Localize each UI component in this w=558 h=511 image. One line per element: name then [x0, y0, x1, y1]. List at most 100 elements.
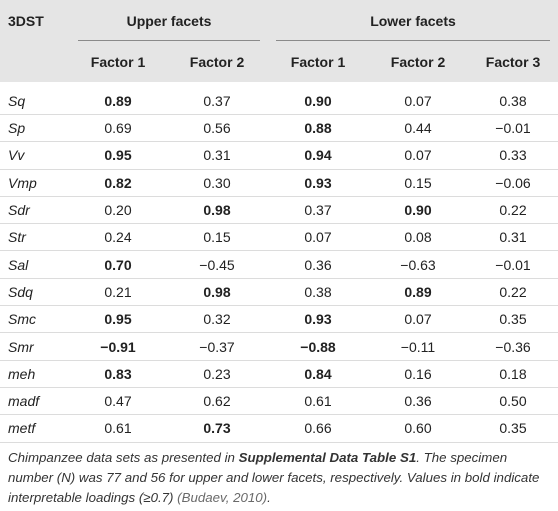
column-header: Factor 1	[90, 53, 146, 70]
table-cell: 0.84	[268, 360, 368, 388]
table-cell: −0.45	[166, 250, 268, 279]
table-cell: 0.44	[368, 114, 468, 143]
row-variable: madf	[0, 387, 70, 416]
table-cell: 0.62	[166, 387, 268, 416]
table-cell: 0.31	[468, 223, 558, 252]
table-cell: 0.95	[70, 305, 166, 334]
table-cell: 0.38	[468, 82, 558, 115]
table-cell: 0.73	[166, 414, 268, 443]
table-cell: 0.89	[368, 278, 468, 307]
table-cell: 0.36	[268, 250, 368, 279]
group-underline-lower	[276, 40, 550, 41]
table-cell: −0.11	[368, 332, 468, 361]
table-row: Sdr 0.20 0.98 0.37 0.90 0.22	[0, 196, 558, 225]
table-row: metf 0.61 0.73 0.66 0.60 0.35	[0, 414, 558, 443]
table-cell: −0.37	[166, 332, 268, 361]
row-variable: Sdr	[0, 196, 70, 225]
table-cell: 0.61	[70, 414, 166, 443]
table-cell: −0.01	[468, 114, 558, 143]
table-cell: 0.47	[70, 387, 166, 416]
table-cell: 0.83	[70, 360, 166, 388]
table-cell: 0.23	[166, 360, 268, 388]
table-cell: 0.37	[268, 196, 368, 225]
table-cell: 0.35	[468, 414, 558, 443]
column-header: Factor 2	[189, 53, 245, 70]
table-cell: 0.08	[368, 223, 468, 252]
table-cell: 0.70	[70, 250, 166, 279]
table-cell: 0.07	[268, 223, 368, 252]
table-cell: −0.01	[468, 250, 558, 279]
table-cell: 0.69	[70, 114, 166, 143]
row-variable: Str	[0, 223, 70, 252]
table-cell: 0.36	[368, 387, 468, 416]
table-cell: 0.37	[166, 82, 268, 115]
footnote-text: . The specimen number (N) was 77 and 56 …	[8, 450, 540, 505]
table-cell: 0.60	[368, 414, 468, 443]
table-row: Sq 0.89 0.37 0.90 0.07 0.38	[0, 82, 558, 115]
table-cell: 0.82	[70, 169, 166, 197]
column-header: Factor 3	[485, 53, 541, 70]
table-cell: 0.31	[166, 141, 268, 170]
column-header: Factor 2	[390, 53, 446, 70]
table-cell: 0.18	[468, 360, 558, 388]
row-variable: meh	[0, 360, 70, 388]
group-label-lower: Lower facets	[370, 12, 456, 29]
table-cell: 0.93	[268, 169, 368, 197]
table-cell: 0.07	[368, 141, 468, 170]
table-row: Vv 0.95 0.31 0.94 0.07 0.33	[0, 141, 558, 170]
table-cell: 0.89	[70, 82, 166, 115]
corner-header: 3DST	[8, 12, 44, 29]
footnote-supplement-ref: Supplemental Data Table S1	[238, 450, 417, 465]
table-row: madf 0.47 0.62 0.61 0.36 0.50	[0, 387, 558, 416]
table-row: Str 0.24 0.15 0.07 0.08 0.31	[0, 223, 558, 252]
row-variable: Vmp	[0, 169, 70, 197]
table-cell: 0.30	[166, 169, 268, 197]
table-row: meh 0.83 0.23 0.84 0.16 0.18	[0, 360, 558, 388]
table-cell: 0.07	[368, 82, 468, 115]
factor-loadings-table: 3DST Upper facets Lower facets Factor 1 …	[0, 0, 558, 443]
table-cell: 0.22	[468, 196, 558, 225]
table-cell: −0.63	[368, 250, 468, 279]
row-variable: Sal	[0, 250, 70, 279]
row-variable: Sdq	[0, 278, 70, 307]
table-cell: −0.06	[468, 169, 558, 197]
group-label-upper: Upper facets	[126, 12, 212, 29]
table-cell: 0.88	[268, 114, 368, 143]
table-cell: 0.22	[468, 278, 558, 307]
table-cell: 0.98	[166, 196, 268, 225]
table-row: Smc 0.95 0.32 0.93 0.07 0.35	[0, 305, 558, 334]
table-row: Smr −0.91 −0.37 −0.88 −0.11 −0.36	[0, 332, 558, 361]
table-cell: 0.35	[468, 305, 558, 334]
table-cell: 0.56	[166, 114, 268, 143]
footnote-citation: (Budaev, 2010)	[177, 490, 268, 505]
footnote-text: .	[267, 490, 271, 505]
row-variable: metf	[0, 414, 70, 443]
table-cell: 0.33	[468, 141, 558, 170]
table-cell: −0.91	[70, 332, 166, 361]
table-cell: 0.66	[268, 414, 368, 443]
table-footnote: Chimpanzee data sets as presented in Sup…	[8, 448, 550, 508]
table-body: Sq 0.89 0.37 0.90 0.07 0.38 Sp 0.69 0.56 0.88 0.44…	[0, 82, 558, 443]
group-header-upper: Upper facets	[70, 0, 268, 41]
row-variable: Smr	[0, 332, 70, 361]
table-cell: 0.50	[468, 387, 558, 416]
column-header: Factor 1	[290, 53, 346, 70]
table-cell: 0.95	[70, 141, 166, 170]
table-cell: 0.38	[268, 278, 368, 307]
column-header-blank	[0, 41, 70, 82]
table-cell: 0.98	[166, 278, 268, 307]
footnote-text: Chimpanzee data sets as presented in	[8, 450, 239, 465]
header-band	[0, 0, 558, 82]
table-cell: 0.20	[70, 196, 166, 225]
row-variable: Smc	[0, 305, 70, 334]
row-variable: Vv	[0, 141, 70, 170]
table-cell: 0.15	[368, 169, 468, 197]
table-cell: 0.61	[268, 387, 368, 416]
table-cell: 0.24	[70, 223, 166, 252]
table-cell: 0.16	[368, 360, 468, 388]
table-row: Sal 0.70 −0.45 0.36 −0.63 −0.01	[0, 250, 558, 279]
table-cell: 0.15	[166, 223, 268, 252]
table-row: Sdq 0.21 0.98 0.38 0.89 0.22	[0, 278, 558, 307]
table-cell: −0.36	[468, 332, 558, 361]
